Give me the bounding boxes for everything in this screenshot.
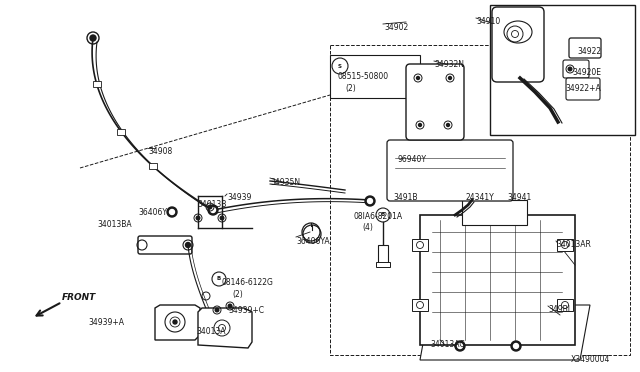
- Text: (2): (2): [232, 290, 243, 299]
- Text: 96940Y: 96940Y: [397, 155, 426, 164]
- Text: 34922: 34922: [577, 47, 601, 56]
- Circle shape: [220, 216, 224, 220]
- Text: 34941: 34941: [507, 193, 531, 202]
- Bar: [412, 239, 428, 251]
- Circle shape: [196, 216, 200, 220]
- Bar: [412, 299, 428, 311]
- Circle shape: [458, 343, 463, 349]
- Text: 24341Y: 24341Y: [465, 193, 493, 202]
- Text: 34939: 34939: [227, 193, 252, 202]
- Text: 34013B: 34013B: [197, 200, 227, 209]
- Circle shape: [208, 205, 218, 215]
- Polygon shape: [155, 305, 200, 340]
- Text: 08146-6122G: 08146-6122G: [222, 278, 274, 287]
- Bar: [490, 5, 635, 135]
- Bar: [117, 129, 125, 135]
- Bar: [462, 200, 527, 225]
- FancyBboxPatch shape: [566, 78, 600, 100]
- Text: 34920E: 34920E: [572, 68, 601, 77]
- Bar: [330, 55, 420, 98]
- FancyBboxPatch shape: [138, 236, 192, 254]
- Circle shape: [215, 308, 219, 312]
- Circle shape: [367, 199, 372, 203]
- Text: X3490004: X3490004: [571, 355, 611, 364]
- Bar: [378, 245, 388, 263]
- Circle shape: [511, 341, 521, 351]
- Text: 08515-50800: 08515-50800: [338, 72, 389, 81]
- Circle shape: [449, 77, 451, 80]
- Text: 349BI: 349BI: [548, 305, 570, 314]
- Bar: [557, 299, 573, 311]
- Text: 36406YA: 36406YA: [296, 237, 330, 246]
- Text: 34908: 34908: [148, 147, 172, 156]
- Circle shape: [186, 243, 191, 247]
- Text: 3491B: 3491B: [393, 193, 417, 202]
- Circle shape: [211, 208, 216, 212]
- Text: B: B: [381, 212, 385, 218]
- Circle shape: [568, 67, 572, 71]
- Text: (2): (2): [345, 84, 356, 93]
- Circle shape: [447, 124, 449, 126]
- Text: B: B: [217, 276, 221, 282]
- Circle shape: [419, 124, 422, 126]
- Text: 34939+A: 34939+A: [88, 318, 124, 327]
- Circle shape: [365, 196, 375, 206]
- Circle shape: [228, 304, 232, 308]
- Bar: [420, 215, 575, 345]
- Polygon shape: [198, 308, 252, 348]
- Text: S: S: [338, 64, 342, 68]
- Circle shape: [90, 35, 96, 41]
- Circle shape: [167, 207, 177, 217]
- Text: 34013A: 34013A: [196, 327, 225, 336]
- FancyBboxPatch shape: [563, 60, 589, 78]
- FancyBboxPatch shape: [569, 38, 601, 58]
- Polygon shape: [420, 305, 590, 360]
- FancyBboxPatch shape: [406, 64, 464, 140]
- Circle shape: [173, 320, 177, 324]
- Ellipse shape: [504, 21, 532, 43]
- Bar: [376, 262, 390, 267]
- Text: 08IA6-8201A: 08IA6-8201A: [353, 212, 402, 221]
- Text: 34013AC: 34013AC: [430, 340, 465, 349]
- Text: 34932N: 34932N: [434, 60, 464, 69]
- Text: 34910: 34910: [476, 17, 500, 26]
- Text: 34902: 34902: [384, 23, 408, 32]
- Text: 34013AR: 34013AR: [556, 240, 591, 249]
- Text: 36406Y: 36406Y: [138, 208, 167, 217]
- Text: 34922+A: 34922+A: [565, 84, 601, 93]
- FancyBboxPatch shape: [492, 7, 544, 82]
- Bar: [93, 81, 100, 87]
- Circle shape: [208, 205, 212, 209]
- Circle shape: [455, 341, 465, 351]
- FancyBboxPatch shape: [387, 140, 513, 201]
- Circle shape: [417, 77, 419, 80]
- Text: FRONT: FRONT: [62, 294, 96, 302]
- Bar: [557, 239, 573, 251]
- Bar: [148, 163, 157, 169]
- Text: 34013BA: 34013BA: [97, 220, 132, 229]
- Bar: [330, 45, 630, 355]
- Circle shape: [513, 343, 518, 349]
- Text: 34939+C: 34939+C: [228, 306, 264, 315]
- Circle shape: [170, 209, 175, 215]
- Text: 34935N: 34935N: [270, 178, 300, 187]
- Text: (4): (4): [362, 223, 373, 232]
